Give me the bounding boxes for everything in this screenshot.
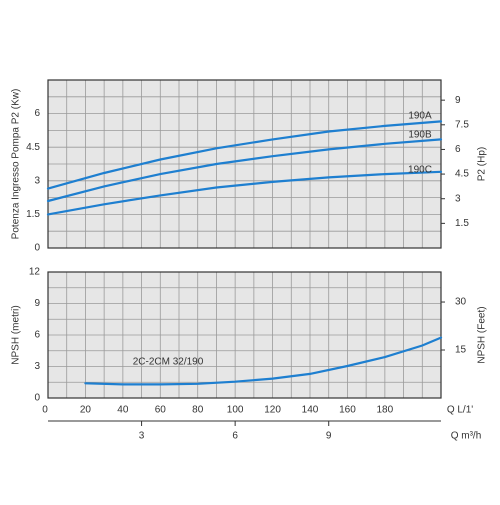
xtick-label: 20 xyxy=(80,405,92,416)
npsh-ytick-label: 12 xyxy=(29,267,41,278)
xtick-label: 100 xyxy=(227,405,244,416)
xtick-label: 160 xyxy=(339,405,356,416)
series-label-190b: 190B xyxy=(408,130,432,141)
power-ytick-label: 4.5 xyxy=(26,142,40,153)
x-axis-label: Q L/1' xyxy=(447,405,473,416)
npsh-ylabel: NPSH (metri) xyxy=(11,305,22,364)
series-line-190a xyxy=(46,120,443,190)
series-label-190c: 190C xyxy=(408,165,432,176)
npsh-ytick-label: 6 xyxy=(34,330,40,341)
xtick-label: 80 xyxy=(192,405,204,416)
power-ytick-label: 1.5 xyxy=(26,209,40,220)
power-ytick-label: 0 xyxy=(34,243,40,254)
npsh-ytick-label: 9 xyxy=(34,298,40,309)
xtick-label: 0 xyxy=(42,405,48,416)
power-ytick-label: 6 xyxy=(34,108,40,119)
npsh-frame xyxy=(47,271,442,399)
npsh-y2label: NPSH (Feet) xyxy=(477,306,488,363)
x2tick-label: 3 xyxy=(139,431,145,442)
power-y2tick-label: 6 xyxy=(455,144,461,155)
series-line-190b xyxy=(46,138,443,203)
series-label-npsh-curve: 2C-2CM 32/190 xyxy=(133,357,204,368)
xtick-label: 180 xyxy=(377,405,394,416)
series-label-190a: 190A xyxy=(408,111,432,122)
npsh-ytick-label: 0 xyxy=(34,393,40,404)
npsh-y2tick-label: 30 xyxy=(455,297,467,308)
xtick-label: 60 xyxy=(155,405,167,416)
series-line-190c xyxy=(46,170,443,216)
power-y2tick-label: 9 xyxy=(455,95,461,106)
xtick-label: 120 xyxy=(264,405,281,416)
power-ylabel: Potenza Ingresso Pompa P2 (Kw) xyxy=(11,89,22,240)
secondary-x-axis-label: Q m³/h xyxy=(451,431,482,442)
npsh-ytick-label: 3 xyxy=(34,361,40,372)
power-frame xyxy=(47,79,442,249)
power-ytick-label: 3 xyxy=(34,175,40,186)
power-y2tick-label: 3 xyxy=(455,193,461,204)
x2tick-label: 6 xyxy=(232,431,238,442)
xtick-label: 40 xyxy=(117,405,129,416)
power-y2tick-label: 1.5 xyxy=(455,218,469,229)
xtick-label: 140 xyxy=(302,405,319,416)
npsh-y2tick-label: 15 xyxy=(455,345,467,356)
power-y2label: P2 (Hp) xyxy=(477,147,488,181)
series-line-2c-2cm-32-190 xyxy=(84,336,443,386)
x2tick-label: 9 xyxy=(326,431,332,442)
power-y2tick-label: 4.5 xyxy=(455,169,469,180)
power-y2tick-label: 7.5 xyxy=(455,119,469,130)
